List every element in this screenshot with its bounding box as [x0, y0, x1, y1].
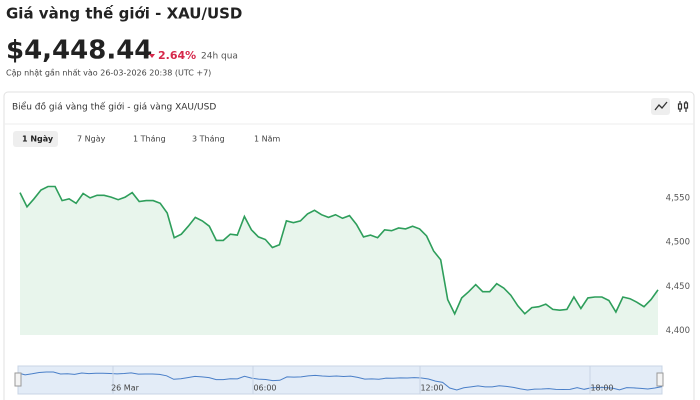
candle-icon[interactable]: [677, 101, 689, 112]
updated: Cập nhật gần nhất vào 26-03-2026 20:38 (…: [6, 68, 211, 79]
navigator-handle[interactable]: [14, 372, 22, 387]
y-tick-label: 4,500: [666, 238, 690, 248]
navigator-label: 18:00: [590, 384, 613, 393]
y-tick-label: 4,550: [666, 193, 690, 203]
title: Giá vàng thế giới - XAU/USD: [6, 4, 242, 23]
period: 24h qua: [201, 52, 238, 62]
change: 2.64%: [158, 49, 196, 62]
y-tick-label: 4,450: [666, 282, 690, 292]
navigator-label: 06:00: [253, 384, 276, 393]
tab[interactable]: 1 Năm: [254, 135, 281, 144]
down-arrow: [149, 54, 155, 58]
tab[interactable]: 3 Tháng: [192, 135, 225, 144]
navigator-label: 26 Mar: [111, 384, 140, 393]
tab-selected-bg: [13, 131, 58, 147]
tab[interactable]: 7 Ngày: [77, 135, 106, 144]
tab[interactable]: 1 Tháng: [133, 135, 166, 144]
price: $4,448.44: [6, 36, 152, 66]
area: [20, 186, 658, 335]
navigator-handle[interactable]: [656, 372, 664, 387]
line: [19, 185, 659, 316]
tab[interactable]: 1 Ngày: [22, 135, 54, 144]
panel-title: Biểu đồ giá vàng thế giới - giá vàng XAU…: [12, 102, 216, 113]
panel: [3, 91, 695, 400]
navigator-line: [17, 371, 663, 391]
y-tick-label: 4,400: [666, 326, 690, 336]
line-icon-glyph: [654, 101, 668, 111]
navigator-label: 12:00: [420, 384, 443, 393]
